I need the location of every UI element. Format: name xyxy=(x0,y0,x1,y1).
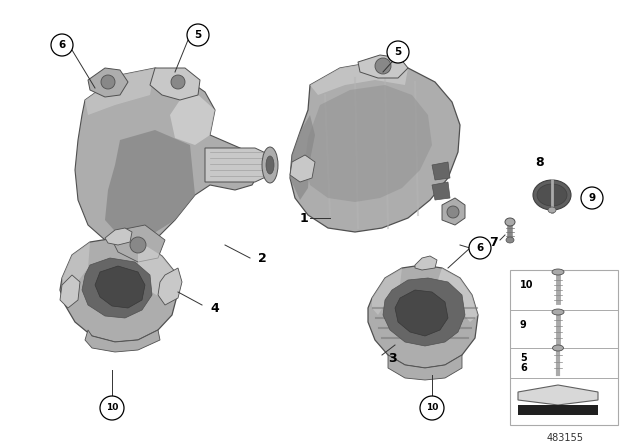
Polygon shape xyxy=(60,238,178,342)
Ellipse shape xyxy=(537,184,567,206)
Text: 10: 10 xyxy=(426,404,438,413)
Polygon shape xyxy=(372,268,402,315)
Ellipse shape xyxy=(262,147,278,183)
Polygon shape xyxy=(432,162,450,180)
Circle shape xyxy=(387,41,409,63)
Polygon shape xyxy=(395,290,448,336)
Polygon shape xyxy=(310,62,408,95)
Polygon shape xyxy=(438,268,478,322)
Polygon shape xyxy=(88,68,128,97)
Polygon shape xyxy=(85,68,155,115)
Text: 4: 4 xyxy=(210,302,219,314)
Polygon shape xyxy=(290,155,315,182)
Circle shape xyxy=(171,75,185,89)
FancyBboxPatch shape xyxy=(510,270,618,425)
Circle shape xyxy=(375,58,391,74)
Polygon shape xyxy=(290,115,315,200)
Polygon shape xyxy=(138,242,178,300)
Polygon shape xyxy=(85,330,160,352)
Polygon shape xyxy=(95,266,145,308)
Circle shape xyxy=(581,187,603,209)
Polygon shape xyxy=(368,265,478,368)
Polygon shape xyxy=(290,62,460,232)
FancyBboxPatch shape xyxy=(518,405,598,415)
Polygon shape xyxy=(305,85,432,202)
Polygon shape xyxy=(205,148,270,182)
Text: 6: 6 xyxy=(58,40,66,50)
Polygon shape xyxy=(432,182,450,200)
Polygon shape xyxy=(150,68,200,100)
Text: 9: 9 xyxy=(588,193,596,203)
Text: 6: 6 xyxy=(520,363,527,373)
Polygon shape xyxy=(105,228,132,245)
Polygon shape xyxy=(158,268,182,305)
Text: 10: 10 xyxy=(520,280,534,290)
Circle shape xyxy=(130,237,146,253)
Ellipse shape xyxy=(548,207,556,213)
Text: 5: 5 xyxy=(195,30,202,40)
Polygon shape xyxy=(75,68,260,248)
Ellipse shape xyxy=(505,218,515,226)
Polygon shape xyxy=(383,278,465,346)
Text: 1: 1 xyxy=(300,211,308,224)
Polygon shape xyxy=(170,92,215,145)
Text: 9: 9 xyxy=(520,320,527,330)
Polygon shape xyxy=(112,225,165,262)
Circle shape xyxy=(469,237,491,259)
Circle shape xyxy=(51,34,73,56)
Ellipse shape xyxy=(266,156,274,174)
Ellipse shape xyxy=(506,237,514,243)
Ellipse shape xyxy=(533,180,571,210)
Ellipse shape xyxy=(552,269,564,275)
Polygon shape xyxy=(82,258,152,318)
Circle shape xyxy=(101,75,115,89)
Polygon shape xyxy=(105,130,195,248)
Ellipse shape xyxy=(552,345,563,351)
Text: 5: 5 xyxy=(520,353,527,363)
Text: 8: 8 xyxy=(536,155,544,168)
Polygon shape xyxy=(388,355,462,380)
Text: 7: 7 xyxy=(489,236,498,249)
Text: 3: 3 xyxy=(388,352,397,365)
Polygon shape xyxy=(415,256,437,270)
Circle shape xyxy=(100,396,124,420)
Polygon shape xyxy=(60,275,80,308)
Polygon shape xyxy=(442,198,465,225)
Text: 483155: 483155 xyxy=(547,433,584,443)
Text: 5: 5 xyxy=(394,47,402,57)
Polygon shape xyxy=(518,385,598,405)
Polygon shape xyxy=(62,242,90,292)
Circle shape xyxy=(187,24,209,46)
Text: 6: 6 xyxy=(476,243,484,253)
Polygon shape xyxy=(358,55,408,78)
Circle shape xyxy=(447,206,459,218)
Ellipse shape xyxy=(552,309,564,315)
Circle shape xyxy=(420,396,444,420)
Text: 10: 10 xyxy=(106,404,118,413)
Text: 2: 2 xyxy=(258,251,267,264)
